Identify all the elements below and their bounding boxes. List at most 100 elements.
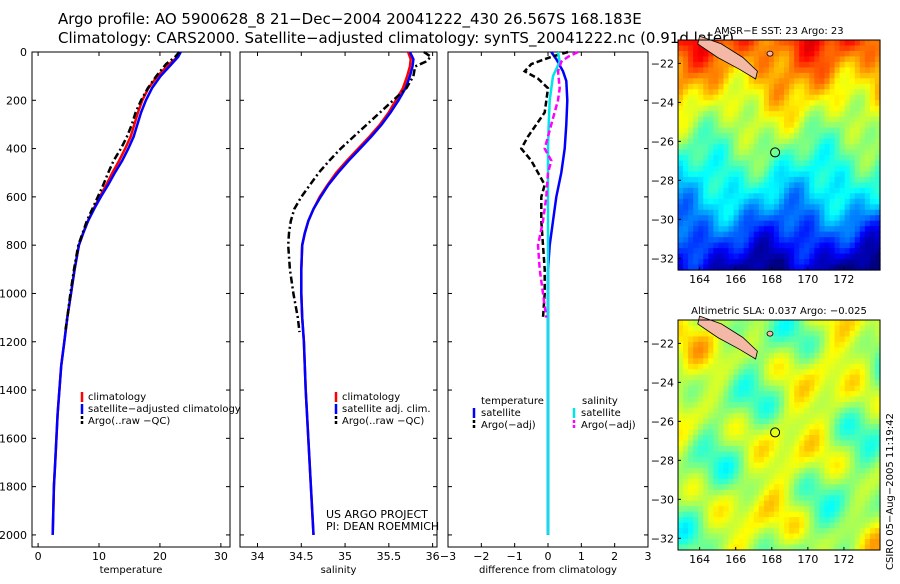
map-cell [743, 149, 750, 156]
map-cell [743, 330, 750, 338]
map-cell [733, 489, 740, 496]
map-cell [859, 61, 866, 68]
map-cell [688, 484, 694, 491]
map-cell [698, 182, 704, 189]
map-cell [874, 242, 881, 249]
map-cell [733, 100, 740, 107]
map-cell [713, 391, 719, 398]
map-cell [693, 495, 699, 502]
map-cell [723, 369, 730, 376]
map-cell [804, 231, 810, 238]
map-cell [738, 484, 745, 491]
map-cell [733, 94, 740, 101]
map-cell [723, 380, 730, 387]
map-cell [738, 264, 745, 271]
map-cell [804, 320, 810, 327]
map-cell [814, 253, 820, 260]
map-cell [743, 50, 750, 58]
map-x-tick-label: 164 [689, 553, 710, 566]
map-cell [854, 440, 861, 447]
map-cell [708, 144, 714, 151]
map-cell [678, 347, 684, 354]
map-cell [748, 462, 755, 469]
map-cell [728, 363, 735, 370]
map-cell [693, 138, 699, 145]
map-cell [829, 242, 836, 249]
map-cell [758, 61, 765, 68]
map-cell [794, 182, 800, 189]
map-cell [869, 50, 876, 58]
map-cell [854, 533, 861, 540]
map-cell [834, 237, 841, 244]
map-cell [789, 160, 795, 167]
map-cell [693, 220, 699, 227]
map-cell [733, 528, 740, 535]
map-cell [753, 358, 760, 365]
map-cell [779, 215, 785, 222]
map-cell [834, 149, 841, 156]
map-cell [779, 242, 785, 249]
map-cell [713, 182, 719, 189]
map-cell [779, 220, 785, 227]
map-cell [733, 231, 740, 238]
map-cell [723, 78, 730, 85]
map-cell [819, 171, 826, 178]
map-cell [824, 478, 831, 485]
map-cell [824, 402, 831, 409]
map-cell [849, 215, 856, 222]
map-cell [864, 100, 871, 107]
map-cell [799, 385, 805, 392]
map-cell [698, 198, 704, 205]
map-cell [758, 149, 765, 156]
map-cell [869, 462, 876, 469]
map-cell [708, 413, 714, 420]
map-cell [819, 352, 826, 359]
map-cell [748, 160, 755, 167]
map-cell [789, 193, 795, 200]
map-cell [703, 226, 709, 233]
map-cell [713, 467, 719, 474]
map-cell [829, 204, 836, 211]
map-cell [683, 133, 689, 140]
map-cell [743, 242, 750, 249]
map-cell [829, 473, 836, 480]
map-cell [748, 407, 755, 414]
map-cell [834, 122, 841, 129]
map-cell [753, 133, 760, 140]
map-cell [758, 380, 765, 387]
map-cell [703, 374, 709, 381]
map-cell [859, 198, 866, 205]
map-cell [678, 67, 684, 74]
map-cell [869, 144, 876, 151]
map-cell [758, 100, 765, 107]
map-cell [718, 539, 725, 546]
map-cell [854, 89, 861, 96]
map-cell [814, 511, 820, 518]
map-cell [819, 187, 826, 194]
map-cell [854, 149, 861, 156]
map-cell [784, 215, 790, 222]
map-cell [768, 138, 775, 145]
map-cell [723, 226, 730, 233]
map-cell [683, 248, 689, 255]
map-cell [773, 456, 780, 463]
map-cell [683, 369, 689, 376]
map-cell [784, 407, 790, 414]
map-cell [829, 89, 836, 96]
map-cell [814, 385, 820, 392]
map-cell [789, 391, 795, 398]
map-cell [708, 478, 714, 485]
map-cell [703, 396, 709, 403]
map-cell [738, 155, 745, 162]
map-cell [718, 320, 725, 327]
map-cell [723, 500, 730, 507]
map-cell [829, 160, 836, 167]
map-cell [713, 56, 719, 63]
map-cell [779, 264, 785, 271]
map-cell [779, 165, 785, 173]
map-cell [708, 462, 714, 469]
map-cell [758, 330, 765, 338]
map-cell [859, 215, 866, 222]
map-cell [804, 67, 810, 74]
map-cell [743, 198, 750, 205]
